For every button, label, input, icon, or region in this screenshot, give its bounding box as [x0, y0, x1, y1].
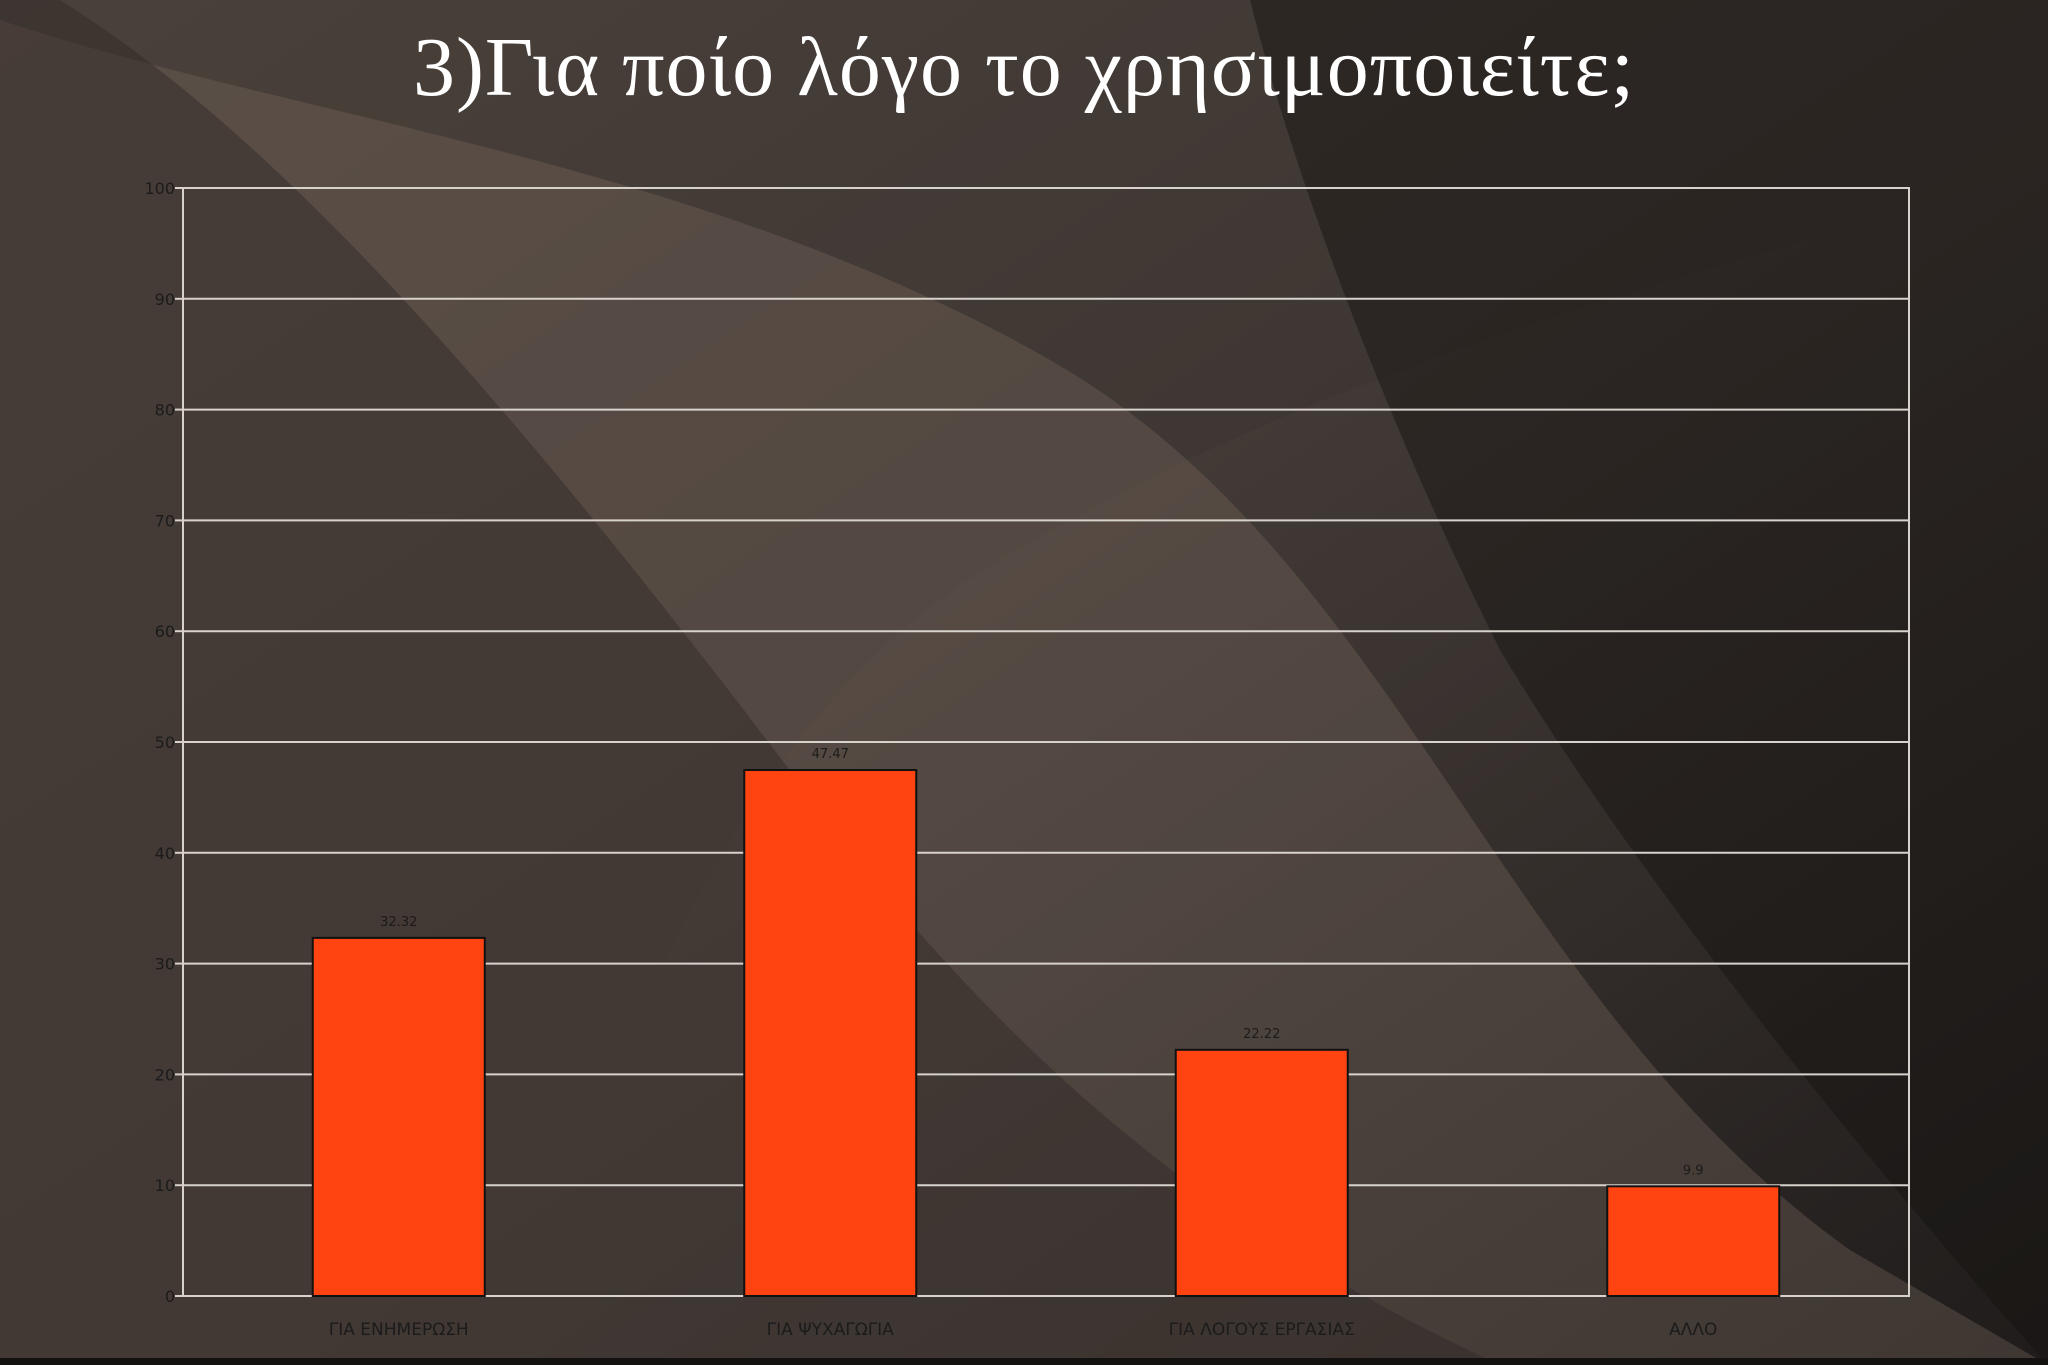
category-label: ΓΙΑ ΛΟΓΟΥΣ ΕΡΓΑΣΙΑΣ — [1169, 1320, 1355, 1340]
category-label: ΓΙΑ ΨΥΧΑΓΩΓΙΑ — [767, 1320, 895, 1340]
y-tick-label: 60 — [155, 622, 175, 641]
y-tick-label: 10 — [155, 1176, 175, 1195]
x-axis-categories: ΓΙΑ ΕΝΗΜΕΡΩΣΗ ΓΙΑ ΨΥΧΑΓΩΓΙΑ ΓΙΑ ΛΟΓΟΥΣ ΕΡΓ… — [329, 1320, 1718, 1340]
category-label: ΑΛΛΟ — [1669, 1320, 1717, 1340]
y-tick-label: 40 — [155, 844, 175, 863]
data-label: 9.9 — [1683, 1163, 1704, 1178]
slide-title: 3)Για ποίο λόγο το χρησιμοποιείτε; — [412, 21, 1636, 114]
bar — [1174, 1048, 1349, 1297]
bar — [743, 769, 918, 1297]
y-tick-label: 20 — [155, 1065, 175, 1084]
data-label: 22.22 — [1243, 1027, 1280, 1042]
y-tick-label: 100 — [144, 179, 175, 198]
y-tick-label: 50 — [155, 733, 175, 752]
y-tick-label: 80 — [155, 401, 175, 420]
bar — [311, 936, 486, 1297]
y-axis-ticks: 0 10 20 30 40 50 60 70 80 90 100 — [144, 179, 183, 1306]
y-tick-label: 90 — [155, 290, 175, 309]
category-label: ΓΙΑ ΕΝΗΜΕΡΩΣΗ — [329, 1320, 469, 1340]
bars — [311, 769, 1781, 1297]
y-tick-label: 0 — [165, 1287, 175, 1306]
y-tick-label: 70 — [155, 511, 175, 530]
y-tick-label: 30 — [155, 955, 175, 974]
data-label: 47.47 — [812, 747, 849, 762]
bar — [1606, 1185, 1781, 1297]
data-label: 32.32 — [380, 915, 417, 930]
data-labels: 32.32 47.47 22.22 9.9 — [380, 747, 1703, 1178]
